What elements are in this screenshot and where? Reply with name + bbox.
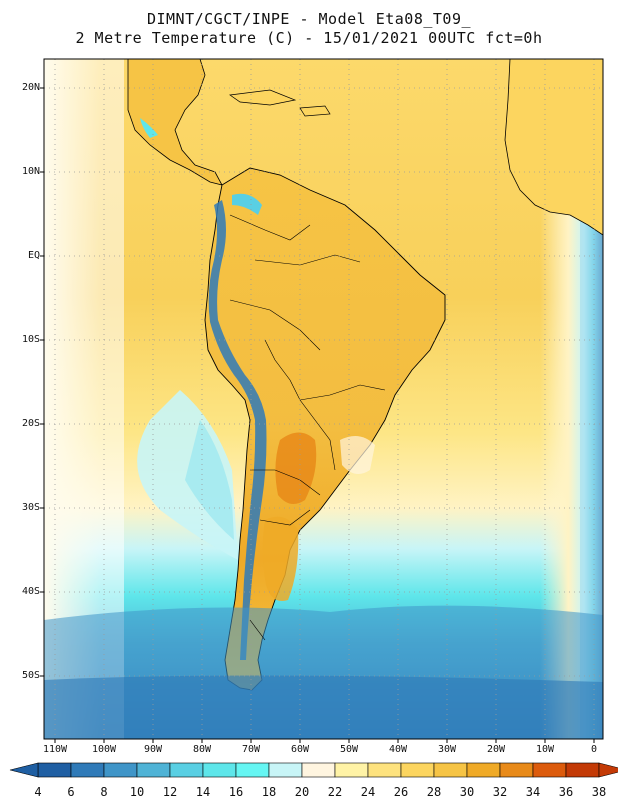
southern-ocean-coldest [44, 675, 603, 739]
colorbar-segment [268, 762, 303, 778]
map-title-line-2: 2 Metre Temperature (C) - 15/01/2021 00U… [75, 29, 543, 47]
lon-label-80w: 80W [192, 744, 212, 755]
lat-label-20s: 20S [21, 418, 40, 429]
colorbar-label: 22 [327, 785, 343, 799]
lon-label-20w: 20W [486, 744, 506, 755]
colorbar-label: 4 [34, 785, 42, 799]
lon-label-0: 0 [590, 744, 598, 755]
lon-label-70w: 70W [241, 744, 261, 755]
colorbar-min-arrow [9, 762, 39, 778]
africa-landmass [504, 59, 603, 236]
colorbar-segment [202, 762, 237, 778]
colorbar-segment [334, 762, 369, 778]
colorbar-label: 36 [558, 785, 574, 799]
colorbar-segment [235, 762, 270, 778]
lat-label-40s: 40S [21, 586, 40, 597]
andes-cold-ridge [208, 200, 267, 660]
brazil-highlands-cooler [340, 436, 375, 474]
colorbar-segment [433, 762, 468, 778]
lat-label-eq: EQ [27, 250, 40, 261]
lon-label-50w: 50W [339, 744, 359, 755]
colorbar-segment [400, 762, 435, 778]
colorbar-segment [565, 762, 600, 778]
colorbar-segment [532, 762, 567, 778]
colorbar-segment [37, 762, 72, 778]
colorbar-label: 34 [525, 785, 541, 799]
colorbar-label: 32 [492, 785, 508, 799]
colorbar-max-arrow [598, 762, 618, 778]
colorbar-segment [499, 762, 534, 778]
lat-label-10s: 10S [21, 334, 40, 345]
lon-label-60w: 60W [290, 744, 310, 755]
colorbar-label: 30 [459, 785, 475, 799]
caribbean-island-cuba [229, 89, 297, 106]
argentina-warm-zone [262, 516, 299, 601]
lon-label-90w: 90W [143, 744, 163, 755]
axis-ticks [40, 87, 595, 743]
lon-label-10w: 10W [535, 744, 555, 755]
colorbar-segment [367, 762, 402, 778]
colorbar-label: 24 [360, 785, 376, 799]
colorbar-segment [70, 762, 105, 778]
graticule [44, 59, 603, 739]
colorbar-label: 8 [100, 785, 108, 799]
colorbar-label: 10 [129, 785, 145, 799]
colorbar-label: 12 [162, 785, 178, 799]
temperature-colorbar [9, 762, 618, 778]
lon-label-30w: 30W [437, 744, 457, 755]
colorbar-segment [466, 762, 501, 778]
colombia-highlands [232, 193, 262, 215]
lat-label-30s: 30S [21, 502, 40, 513]
lon-label-110w: 110W [42, 744, 68, 755]
map-title-line-1: DIMNT/CGCT/INPE - Model Eta08_T09_ [146, 10, 472, 28]
lat-label-20n: 20N [21, 82, 40, 93]
colorbar-segment [136, 762, 171, 778]
colorbar-label: 26 [393, 785, 409, 799]
colorbar-label: 6 [67, 785, 75, 799]
lon-label-40w: 40W [388, 744, 408, 755]
lon-label-100w: 100W [91, 744, 117, 755]
map-frame [43, 58, 604, 740]
colorbar-segment [301, 762, 336, 778]
caribbean-island-hispaniola [299, 105, 331, 117]
lat-label-50s: 50S [21, 670, 40, 681]
lat-label-10n: 10N [21, 166, 40, 177]
colorbar-label: 16 [228, 785, 244, 799]
colorbar-label: 28 [426, 785, 442, 799]
colorbar-label: 38 [591, 785, 607, 799]
colorbar-segment [103, 762, 138, 778]
central-america-highlands [140, 118, 158, 138]
cool-upwelling-core [185, 420, 234, 540]
colorbar-segment [169, 762, 204, 778]
chaco-heat-center [275, 432, 317, 504]
colorbar-label: 18 [261, 785, 277, 799]
colorbar-label: 20 [294, 785, 310, 799]
colorbar-label: 14 [195, 785, 211, 799]
